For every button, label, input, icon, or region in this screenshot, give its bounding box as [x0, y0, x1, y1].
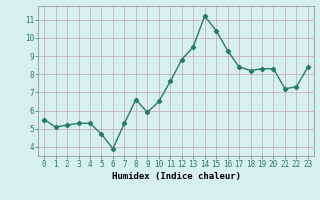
- X-axis label: Humidex (Indice chaleur): Humidex (Indice chaleur): [111, 172, 241, 181]
